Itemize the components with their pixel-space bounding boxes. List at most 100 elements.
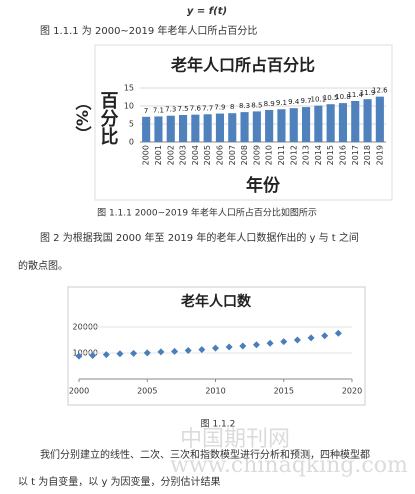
x-tick-label: 2012 xyxy=(289,145,298,165)
bar xyxy=(252,111,261,142)
x-tick-label: 2005 xyxy=(137,387,157,396)
bar xyxy=(338,103,348,142)
bar xyxy=(265,109,274,142)
bar xyxy=(240,112,249,142)
x-axis-label: 年份 xyxy=(246,175,281,196)
point xyxy=(130,349,138,357)
value-label: 11.9 xyxy=(360,89,376,97)
x-tick-label: 2019 xyxy=(375,145,384,165)
bar xyxy=(154,116,163,142)
x-tick-label: 2010 xyxy=(205,387,225,396)
bar xyxy=(277,109,286,142)
point xyxy=(157,348,165,356)
x-tick-label: 2009 xyxy=(252,145,261,165)
point xyxy=(239,342,247,350)
point xyxy=(334,329,342,337)
value-label: 7.1 xyxy=(153,106,164,114)
caption: 图 1.1.2 xyxy=(201,419,236,430)
bar xyxy=(228,113,237,142)
point xyxy=(212,344,219,352)
x-tick-label: 2014 xyxy=(314,145,323,165)
value-label: 9.4 xyxy=(288,98,300,106)
x-tick-label: 2015 xyxy=(274,387,294,396)
value-label: 10.8 xyxy=(335,93,351,101)
x-tick-label: 2013 xyxy=(302,145,311,165)
watermark: www.chinaqking.com xyxy=(170,453,408,478)
value-label: 7.3 xyxy=(165,106,176,114)
point xyxy=(116,350,124,358)
x-tick-label: 2006 xyxy=(215,145,224,165)
x-tick-label: 2015 xyxy=(326,145,335,165)
x-tick-label: 2002 xyxy=(166,145,175,165)
point xyxy=(252,341,260,349)
bar xyxy=(166,115,175,142)
bar xyxy=(178,115,188,142)
bar xyxy=(289,108,298,142)
value-label: 8.5 xyxy=(251,101,262,109)
caption: 图 1.1.1 2000~2019 年老年人口所占百分比如图所示 xyxy=(97,207,317,219)
x-tick-label: 2016 xyxy=(338,145,347,165)
value-label: 7.7 xyxy=(202,104,213,112)
point xyxy=(225,343,233,351)
y-tick-label: 15 xyxy=(124,84,134,93)
x-tick-label: 2001 xyxy=(154,145,163,165)
bar xyxy=(363,99,372,142)
point xyxy=(266,339,274,347)
x-tick-label: 2000 xyxy=(142,145,151,165)
y-axis-unit: （%） xyxy=(73,94,92,142)
value-label: 7.5 xyxy=(177,105,188,113)
paragraph: 我们分别建立的线性、二次、三次和指数模型进行分析和预测，四种模型都 xyxy=(40,448,370,461)
bar xyxy=(351,100,360,142)
chart-title: 老年人口所占百分比 xyxy=(170,56,315,75)
value-label: 9.1 xyxy=(276,99,287,107)
paragraph: 的散点图。 xyxy=(18,259,68,272)
paragraph: 图 2 为根据我国 2000 年至 2019 年的老年人口数据作出的 y 与 t… xyxy=(40,231,359,244)
value-label: 12.6 xyxy=(372,87,388,95)
bar xyxy=(203,114,212,142)
x-tick-label: 2005 xyxy=(203,145,212,165)
chart-title: 老年人口数 xyxy=(181,293,252,310)
point xyxy=(75,352,83,360)
x-tick-label: 2020 xyxy=(342,387,362,396)
point xyxy=(293,336,301,344)
value-label: 10.1 xyxy=(311,96,327,104)
paragraph: 以 t 为自变量，以 y 为因变量，分别估计结果 xyxy=(18,475,221,488)
bar xyxy=(215,113,225,142)
x-tick-label: 2011 xyxy=(277,145,286,165)
bar xyxy=(375,96,384,142)
point xyxy=(280,338,288,346)
x-tick-label: 2018 xyxy=(363,145,372,165)
bar xyxy=(326,104,335,142)
value-label: 9.7 xyxy=(300,97,311,105)
value-label: 7.6 xyxy=(190,105,202,113)
y-tick-label: 0 xyxy=(129,138,134,147)
point xyxy=(198,346,206,354)
bar xyxy=(314,105,323,142)
value-label: 11.4 xyxy=(347,91,363,99)
point xyxy=(143,349,151,357)
value-label: 8.3 xyxy=(239,102,250,110)
x-tick-label: 2010 xyxy=(265,145,274,165)
y-tick-label: 10 xyxy=(124,102,134,111)
intro-text: 图 1.1.1 为 2000~2019 年老年人口所占百分比 xyxy=(40,24,257,37)
y-tick-label: 5 xyxy=(129,120,134,129)
point xyxy=(184,347,192,355)
x-tick-label: 2008 xyxy=(240,145,249,165)
y-axis-label: 百分比 xyxy=(98,91,119,146)
value-label: 7 xyxy=(144,107,148,115)
x-tick-label: 2017 xyxy=(351,145,360,165)
bar xyxy=(142,116,151,142)
x-tick-label: 2003 xyxy=(179,145,188,165)
bar xyxy=(191,114,200,142)
x-tick-label: 2004 xyxy=(191,145,200,165)
point xyxy=(321,332,329,340)
value-label: 8.9 xyxy=(264,100,275,108)
point xyxy=(171,347,179,355)
formula: y = f(t) xyxy=(187,6,227,17)
value-label: 10.5 xyxy=(323,94,339,102)
point xyxy=(307,334,315,342)
x-tick-label: 2000 xyxy=(69,387,89,396)
value-label: 8 xyxy=(230,103,234,111)
value-label: 7.9 xyxy=(214,104,225,112)
